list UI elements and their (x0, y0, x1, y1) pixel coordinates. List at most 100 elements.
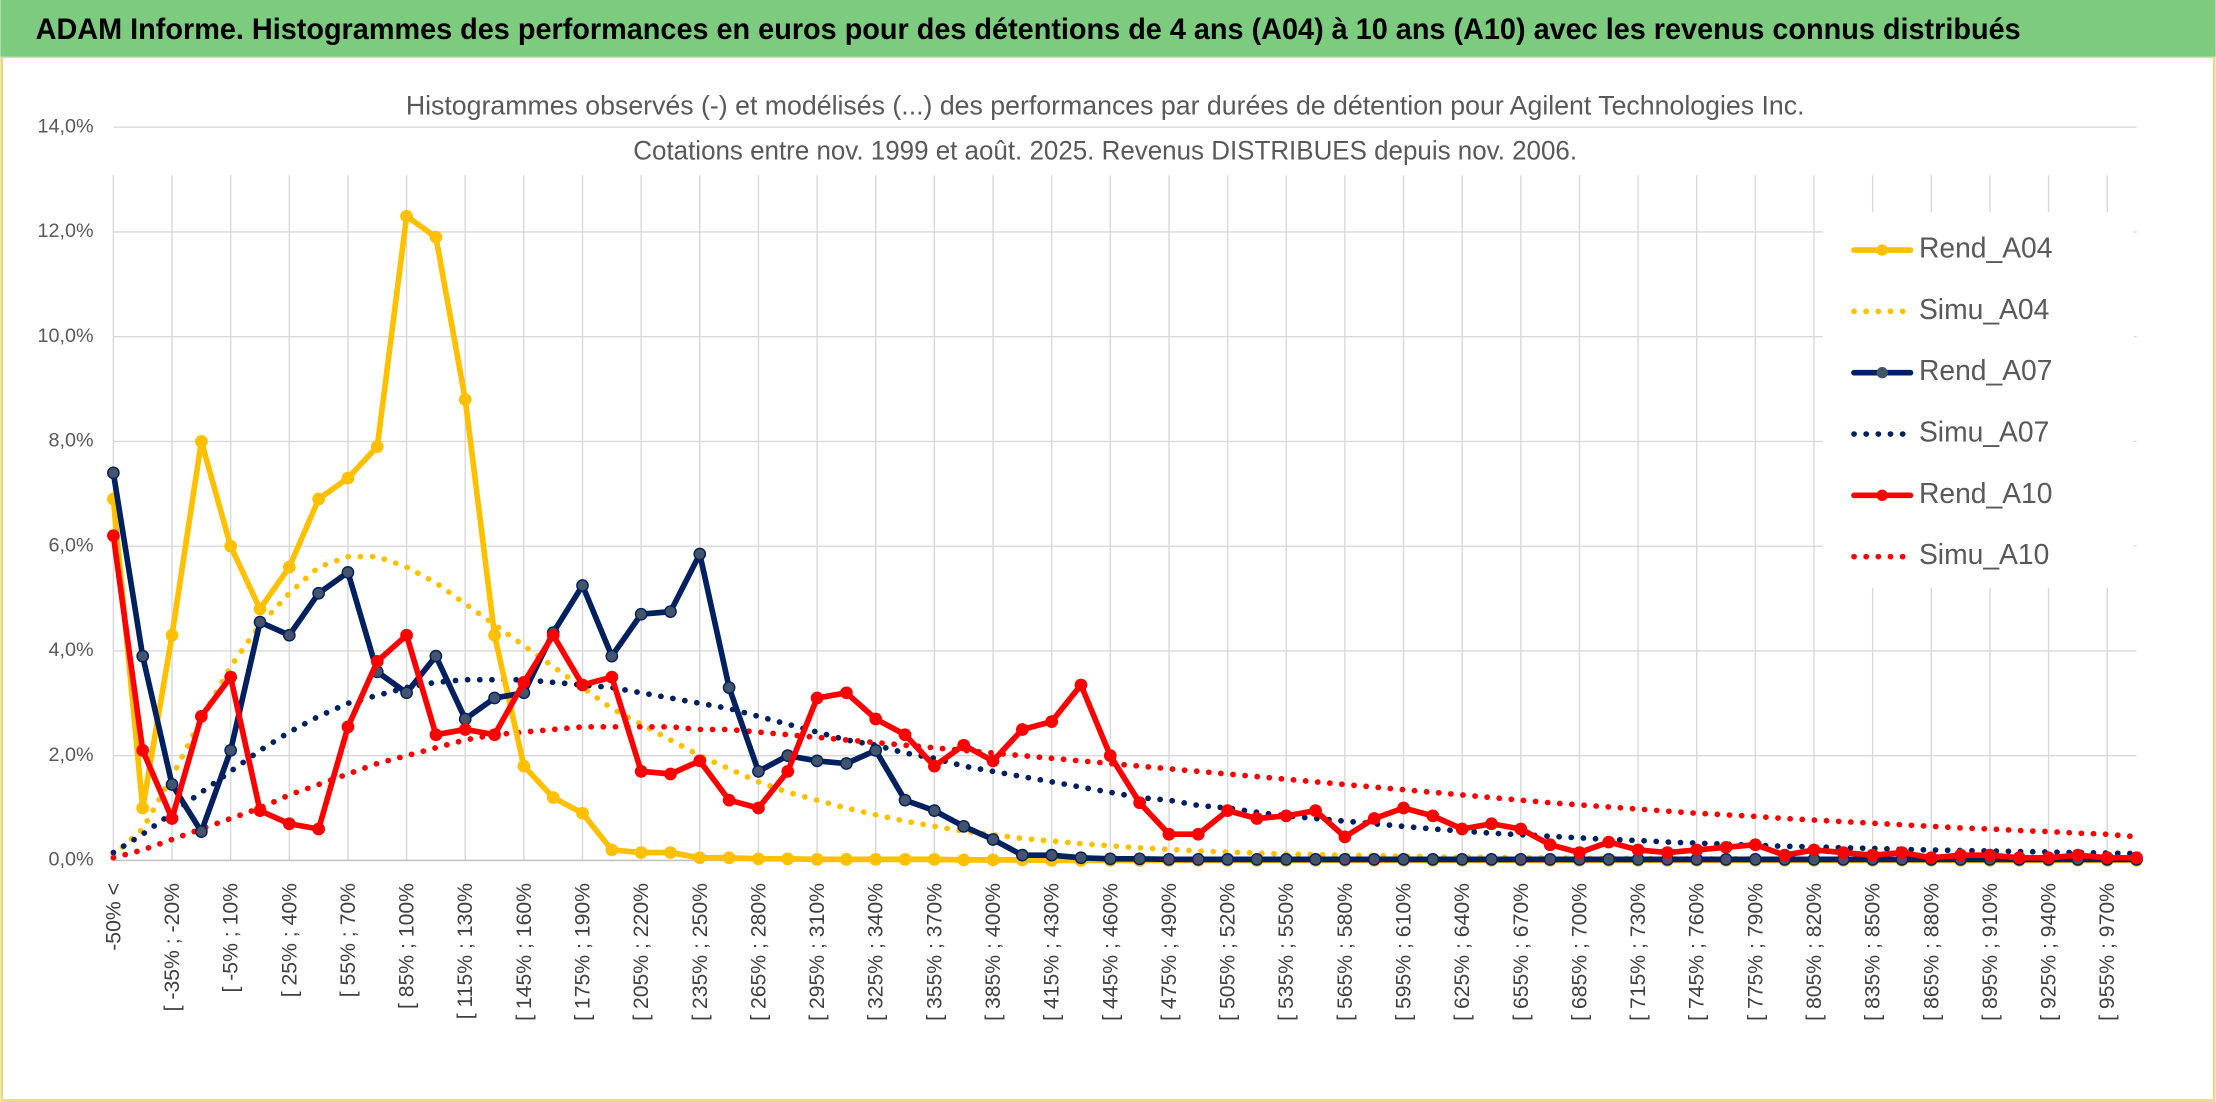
point (1015, 723, 1029, 736)
point (136, 744, 150, 757)
point (1719, 853, 1733, 866)
point (341, 720, 355, 734)
point (840, 757, 853, 770)
point (1485, 817, 1498, 831)
point (605, 649, 619, 663)
point (224, 670, 238, 684)
y-tick-label: 14,0% (38, 115, 94, 137)
legend-marker (1876, 367, 1888, 379)
point (1279, 853, 1293, 866)
point (224, 744, 238, 757)
x-tick-label: [ 715% ; 730% (1627, 883, 1650, 1021)
legend-label: Rend_A04 (1919, 232, 2053, 264)
point (253, 804, 267, 818)
point (253, 615, 267, 629)
point (1778, 848, 1792, 862)
point (898, 793, 912, 807)
legend-marker (1876, 489, 1888, 501)
x-tick-label: [ 55% ; 70% (337, 883, 360, 997)
line (110, 470, 2140, 863)
x-tick-label: [ 955% ; 970% (2096, 883, 2119, 1021)
point (1485, 853, 1498, 866)
point (107, 529, 120, 543)
point (1074, 851, 1088, 865)
point (1426, 809, 1440, 823)
point (1983, 848, 1997, 862)
point (194, 825, 208, 838)
x-tick-label: -50% < (102, 883, 125, 951)
point (488, 728, 501, 742)
y-tick-label: 8,0% (49, 430, 94, 452)
x-tick-label: [ 145% ; 160% (513, 883, 536, 1021)
point (752, 801, 765, 815)
y-tick-label: 4,0% (49, 639, 94, 661)
x-tick-label: [ 115% ; 130% (454, 883, 477, 1019)
point (664, 767, 677, 781)
point (1690, 843, 1704, 857)
point (1045, 848, 1059, 862)
point (605, 843, 619, 857)
point (1074, 678, 1088, 692)
y-tick-label: 6,0% (49, 534, 94, 556)
point (1162, 827, 1176, 841)
point (1045, 715, 1059, 728)
dotted-line (110, 553, 2140, 863)
x-tick-label: [ 325% ; 340% (865, 883, 888, 1021)
x-tick-label: [ 655% ; 670% (1510, 883, 1533, 1021)
x-tick-label: [ 205% ; 220% (630, 883, 653, 1021)
chart-subtitle: Cotations entre nov. 1999 et août. 2025.… (633, 136, 1577, 166)
point (781, 852, 795, 866)
x-tick-label: [ 235% ; 250% (689, 883, 712, 1021)
point (752, 765, 765, 778)
point (576, 579, 589, 592)
point (986, 853, 1000, 867)
point (341, 471, 355, 485)
chart-title: Histogrammes observés (-) et modélisés (… (406, 90, 1805, 120)
point (194, 435, 208, 448)
x-tick-label: [ 865% ; 880% (1920, 883, 1943, 1021)
y-tick-label: 12,0% (38, 220, 94, 242)
point (1133, 796, 1146, 810)
point (1719, 840, 1733, 854)
point (693, 754, 707, 768)
point (928, 804, 941, 818)
x-tick-label: [ 595% ; 610% (1393, 883, 1416, 1021)
point (810, 754, 824, 768)
x-tick-label: [ 25% ; 40% (278, 883, 301, 997)
point (400, 686, 413, 700)
point (1338, 830, 1352, 844)
y-tick-label: 0,0% (49, 849, 94, 871)
point (282, 628, 296, 642)
point (136, 801, 150, 815)
legend-label: Simu_A04 (1919, 293, 2049, 325)
point (488, 628, 501, 642)
point (957, 853, 971, 867)
point (957, 820, 971, 833)
point (312, 822, 325, 836)
point (1573, 846, 1586, 859)
point (2100, 851, 2114, 865)
point (400, 628, 413, 642)
point (2012, 851, 2026, 865)
point (1807, 843, 1821, 857)
point (1397, 801, 1410, 815)
header-title: ADAM Informe. Histogrammes des performan… (36, 13, 2021, 46)
x-tick-label: [ -5% ; 10% (220, 883, 243, 993)
x-tick-label: [ -35% ; -20% (161, 883, 184, 1012)
point (1895, 846, 1909, 859)
legend-label: Simu_A07 (1919, 415, 2049, 447)
point (664, 846, 677, 859)
point (1866, 848, 1880, 862)
legend-marker (1876, 244, 1888, 256)
point (1602, 835, 1616, 849)
point (1309, 804, 1322, 818)
point (1221, 804, 1234, 818)
point (312, 586, 325, 600)
point (458, 393, 472, 406)
point (224, 539, 238, 553)
line (110, 532, 2140, 861)
point (634, 607, 648, 621)
legend-label: Simu_A10 (1919, 538, 2049, 570)
point (1426, 853, 1440, 866)
x-tick-label: [ 625% ; 640% (1451, 883, 1474, 1021)
